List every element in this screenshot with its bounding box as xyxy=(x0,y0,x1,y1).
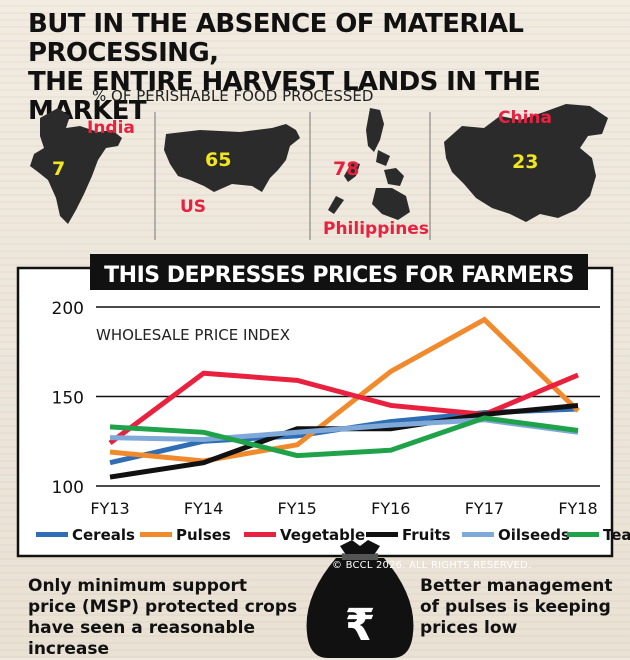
maps-subtitle: % OF PERISHABLE FOOD PROCESSED xyxy=(92,87,374,105)
legend-item-pulses: Pulses xyxy=(140,526,231,544)
philippines-map-icon xyxy=(328,108,410,220)
legend-label: Cereals xyxy=(72,526,135,544)
chart-title: THIS DEPRESSES PRICES FOR FARMERS xyxy=(104,263,574,288)
country-maps: India 7 65 US 78 Philippines China 23 xyxy=(30,104,608,240)
legend-label: Fruits xyxy=(402,526,451,544)
copyright-notice: © BCCL 2026. ALL RIGHTS RESERVED. xyxy=(332,560,532,571)
legend-label: Oilseeds xyxy=(498,526,570,544)
legend-swatch xyxy=(567,532,599,537)
country-value-india: 7 xyxy=(52,158,65,180)
x-tick-label: FY18 xyxy=(558,499,597,518)
legend-swatch xyxy=(462,532,494,537)
chart-title-bar xyxy=(90,254,588,290)
country-value-china: 23 xyxy=(512,151,538,173)
series-line-vegetable xyxy=(108,370,579,446)
legend-swatch xyxy=(244,532,276,537)
country-label-philippines: Philippines xyxy=(323,219,429,239)
india-map-icon xyxy=(30,108,122,224)
legend-swatch xyxy=(140,532,172,537)
legend-label: Vegetable xyxy=(280,526,365,544)
legend-item-cereals: Cereals xyxy=(36,526,135,544)
legend-item-fruits: Fruits xyxy=(366,526,451,544)
x-tick-label: FY16 xyxy=(371,499,410,518)
y-tick-label: 100 xyxy=(52,478,84,498)
legend-swatch xyxy=(36,532,68,537)
y-tick-label: 200 xyxy=(52,299,84,319)
x-axis-tick-labels: FY13 FY14 FY15 FY16 FY17 FY18 xyxy=(90,499,597,518)
x-tick-label: FY15 xyxy=(278,499,317,518)
rupee-icon: ₹ xyxy=(345,600,376,651)
chart-series-lines xyxy=(108,316,580,480)
headline-line-1: BUT IN THE ABSENCE OF MATERIAL PROCESSIN… xyxy=(28,9,524,68)
y-tick-label: 150 xyxy=(52,389,84,409)
legend-swatch xyxy=(366,532,398,537)
legend-label: Tea xyxy=(603,526,630,544)
headline: BUT IN THE ABSENCE OF MATERIAL PROCESSIN… xyxy=(28,10,618,126)
legend-item-vegetable: Vegetable xyxy=(244,526,365,544)
chart-legend: Cereals Pulses Vegetable Fruits Oilseeds Tea xyxy=(36,526,630,544)
us-map-icon xyxy=(164,124,300,192)
legend-item-oilseeds: Oilseeds xyxy=(462,526,570,544)
series-line-pulses xyxy=(109,316,580,464)
legend-item-tea: Tea xyxy=(567,526,630,544)
country-label-india: India xyxy=(87,118,135,138)
x-tick-label: FY17 xyxy=(465,499,504,518)
x-tick-label: FY13 xyxy=(90,499,129,518)
money-bag-icon xyxy=(306,540,414,658)
country-value-philippines: 78 xyxy=(333,158,359,180)
y-axis-tick-labels: 100 150 200 xyxy=(52,299,84,498)
note-right: Better management of pulses is keeping p… xyxy=(420,576,613,638)
country-label-us: US xyxy=(180,197,206,217)
country-value-us: 65 xyxy=(205,149,231,171)
note-left: Only minimum support price (MSP) protect… xyxy=(28,576,298,659)
legend-label: Pulses xyxy=(176,526,231,544)
country-label-china: China xyxy=(498,108,552,128)
x-tick-label: FY14 xyxy=(184,499,223,518)
series-line-tea xyxy=(109,415,579,459)
chart-subtitle: WHOLESALE PRICE INDEX xyxy=(96,326,290,344)
china-map-icon xyxy=(444,104,608,222)
